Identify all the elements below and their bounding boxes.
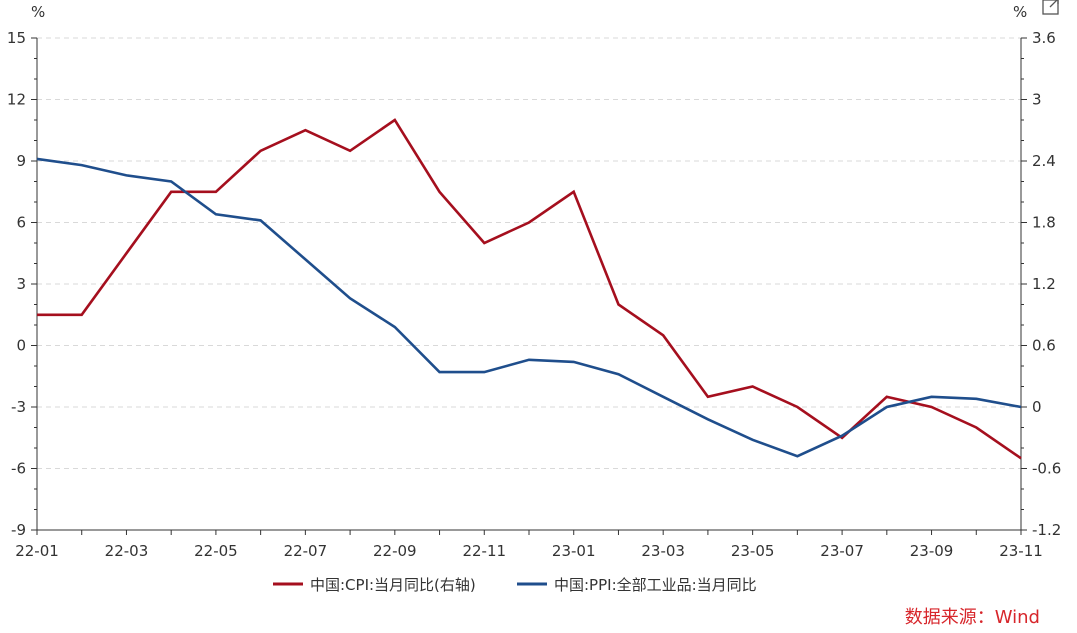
left-tick-label: -6 (11, 460, 26, 478)
x-axis-ticks: 22-01 22-03 22-05 22-07 22-09 22-11 23-01 23-03… (15, 530, 1043, 560)
legend: 中国:CPI:当月同比(右轴) 中国:PPI:全部工业品:当月同比 (273, 576, 757, 594)
left-tick-label: 6 (16, 214, 26, 232)
right-tick-label: -0.6 (1032, 460, 1061, 478)
right-tick-label: 0.6 (1032, 337, 1056, 355)
x-tick-label: 22-11 (462, 542, 506, 560)
x-tick-label: 23-03 (641, 542, 685, 560)
x-tick-label: 22-09 (373, 542, 417, 560)
x-tick-label: 22-03 (105, 542, 149, 560)
right-tick-label: 1.8 (1032, 214, 1056, 232)
right-axis-ticks: 3.6 3 2.4 1.8 1.2 0.6 0 -0.6 -1.2 (1021, 29, 1061, 539)
legend-label-ppi: 中国:PPI:全部工业品:当月同比 (554, 576, 757, 594)
right-tick-label: 3 (1032, 91, 1042, 109)
left-tick-label: -3 (11, 398, 26, 416)
x-tick-label: 22-05 (194, 542, 238, 560)
left-axis-unit: % (31, 3, 45, 21)
left-tick-label: 12 (7, 91, 26, 109)
x-tick-label: 23-09 (910, 542, 954, 560)
right-tick-label: 2.4 (1032, 152, 1056, 170)
left-tick-label: -9 (11, 521, 26, 539)
right-axis-unit: % (1013, 3, 1027, 21)
x-tick-label: 23-07 (820, 542, 864, 560)
right-tick-label: -1.2 (1032, 521, 1061, 539)
series-lines (36, 118, 1022, 460)
right-tick-label: 3.6 (1032, 29, 1056, 47)
grid-lines (37, 37, 1021, 469)
left-tick-label: 0 (16, 337, 26, 355)
left-tick-label: 9 (16, 152, 26, 170)
right-tick-label: 1.2 (1032, 275, 1056, 293)
cpi-series-line (37, 118, 1022, 460)
source-note: 数据来源：Wind (905, 607, 1040, 628)
external-link-icon[interactable] (1042, 0, 1059, 15)
ppi-series-line (36, 157, 1022, 458)
x-tick-label: 23-05 (731, 542, 775, 560)
legend-label-cpi: 中国:CPI:当月同比(右轴) (310, 576, 476, 594)
left-tick-label: 3 (16, 275, 26, 293)
left-tick-label: 15 (7, 29, 26, 47)
x-tick-label: 22-07 (284, 542, 328, 560)
right-tick-label: 0 (1032, 398, 1042, 416)
left-axis-ticks: 15 12 9 6 3 0 -3 -6 -9 (7, 29, 37, 539)
x-tick-label: 23-11 (999, 542, 1043, 560)
x-tick-label: 23-01 (552, 542, 596, 560)
x-tick-label: 22-01 (15, 542, 59, 560)
